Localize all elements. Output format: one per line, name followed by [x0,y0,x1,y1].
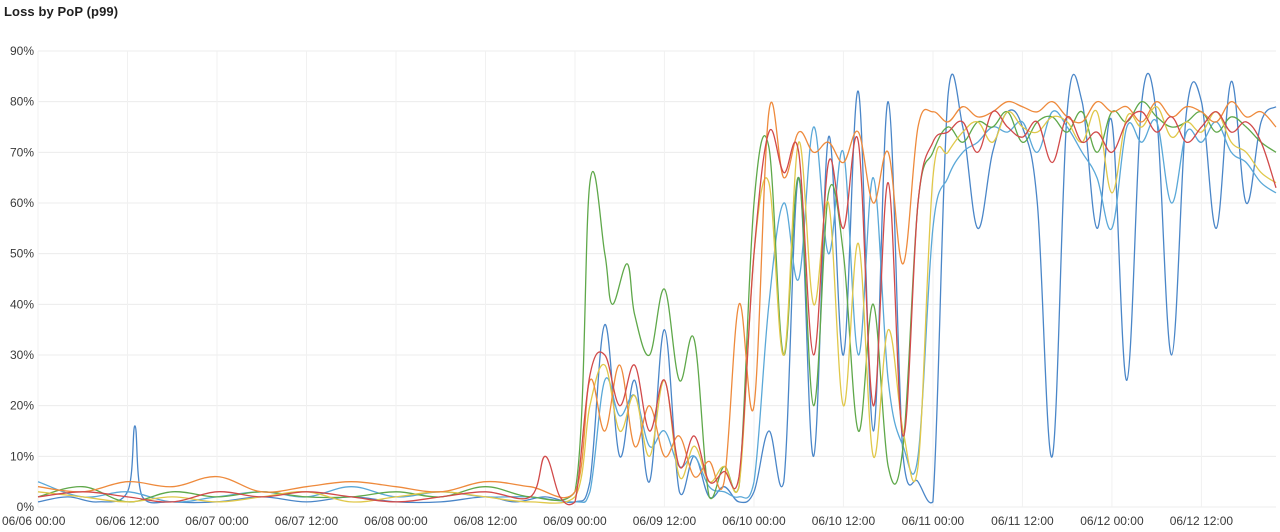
y-tick-label: 90% [10,44,34,58]
y-tick-label: 20% [10,399,34,413]
series-line-6 [37,110,1277,506]
x-tick-label: 06/08 00:00 [364,514,428,528]
y-tick-label: 30% [10,348,34,362]
series-layer [37,72,1277,506]
x-tick-label: 06/10 12:00 [812,514,876,528]
series-line-1 [37,72,1277,504]
x-tick-label: 06/06 12:00 [96,514,160,528]
x-tick-label: 06/08 12:00 [454,514,518,528]
y-tick-label: 50% [10,247,34,261]
series-line-5 [37,100,1277,499]
y-tick-label: 0% [17,500,35,514]
x-tick-label: 06/11 00:00 [902,514,965,528]
x-tick-label: 06/12 12:00 [1170,514,1234,528]
y-tick-label: 70% [10,145,34,159]
y-tick-label: 10% [10,449,34,463]
x-tick-label: 06/06 00:00 [2,514,66,528]
x-tick-label: 06/09 12:00 [633,514,697,528]
x-tick-label: 06/07 12:00 [275,514,339,528]
y-tick-label: 80% [10,95,34,109]
series-line-3 [37,101,1277,503]
y-tick-label: 40% [10,297,34,311]
y-axis: 0% 10% 20% 30% 40% 50% 60% 70% 80% 90% [10,44,34,514]
y-tick-label: 60% [10,196,34,210]
x-tick-label: 06/10 00:00 [722,514,786,528]
panel-title: Loss by PoP (p99) [4,4,119,19]
series-line-4 [37,106,1277,504]
x-tick-label: 06/12 00:00 [1080,514,1144,528]
x-tick-label: 06/07 00:00 [185,514,249,528]
x-tick-label: 06/09 00:00 [543,514,607,528]
x-axis: 06/06 00:00 06/06 12:00 06/07 00:00 06/07 1… [2,514,1233,528]
x-tick-label: 06/11 12:00 [991,514,1054,528]
series-line-2 [37,110,1277,503]
